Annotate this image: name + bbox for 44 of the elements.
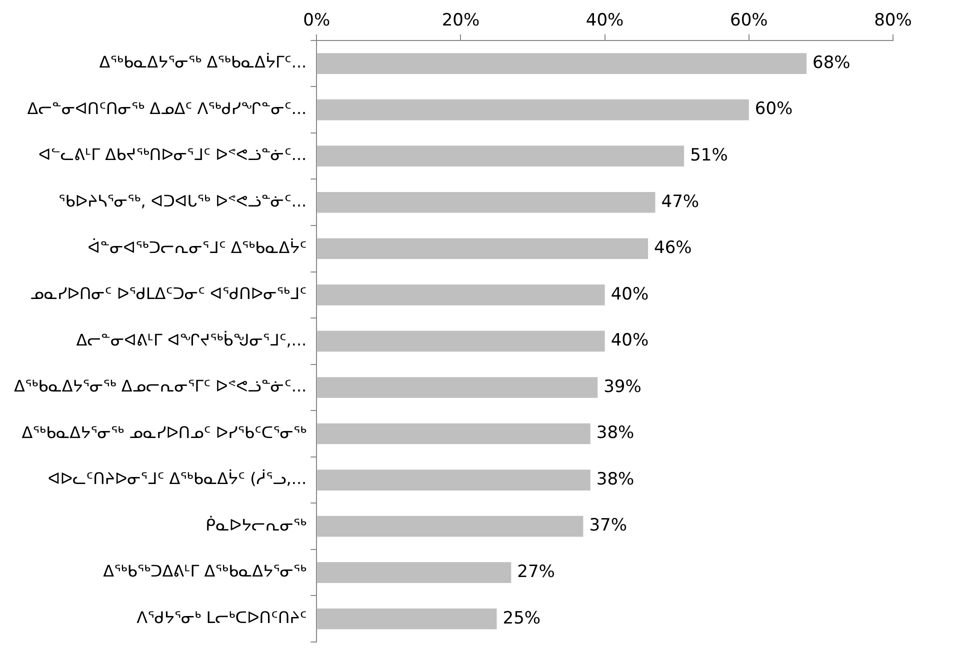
y-tick-label: ᖃᐅᔨᓴᕐᓂᖅ, ᐊᑐᐊᒐᖅ ᐅᕝᕙᓘᓐᓃᑦ... [58, 192, 307, 211]
data-label: 46% [654, 238, 692, 258]
x-tick-label: 80% [874, 10, 912, 31]
bar [317, 562, 512, 583]
bar [317, 377, 598, 398]
bar [317, 608, 497, 630]
x-tick-label: 60% [730, 10, 768, 31]
data-label: 38% [596, 469, 634, 490]
bar [317, 284, 605, 306]
data-label: 40% [610, 330, 649, 351]
y-tick-label: ᐃᖅᑲᖅᑐᐃᕕᒻᒥ ᐃᖅᑲᓇᐃᔭᕐᓂᖅ [103, 562, 307, 581]
data-label: 39% [604, 376, 642, 397]
data-label: 40% [610, 284, 649, 304]
y-tick-label: ᐃᖅᑲᓇᐃᔭᕐᓂᖅ ᐃᓄᓕᕆᓂᕐᒥᑦ ᐅᕝᕙᓘᓐᓃᑦ... [14, 376, 307, 396]
data-label: 68% [812, 52, 850, 73]
data-label: 38% [596, 423, 634, 444]
data-label: 27% [517, 562, 555, 582]
y-tick-label: ᐃᓕᓐᓂᐊᕕᒻᒥ ᐊᖏᔪᖅᑳᖑᓂᕐᒧᑦ,... [76, 330, 307, 350]
data-label: 37% [589, 516, 627, 536]
x-tick-label: 20% [442, 10, 480, 31]
y-tick-label: ᐋᓐᓂᐊᖅᑐᓕᕆᓂᕐᒧᑦ ᐃᖅᑲᓇᐃᔮᑦ [88, 238, 307, 257]
bar [317, 423, 590, 444]
bar [317, 330, 605, 352]
y-tick-label: ᐊᓪᓚᕕᒻᒥ ᐃᑲᔪᖅᑎᐅᓂᕐᒧᑦ ᐅᕝᕙᓘᓐᓃᑦ... [38, 145, 307, 164]
y-tick-label: ᐱᕐᑯᔭᕐᓂᒃ ᒪᓕᒃᑕᐅᑎᑦᑎᔨᑦ [136, 608, 307, 628]
bar [317, 192, 656, 213]
bar [317, 53, 807, 74]
bar [317, 238, 648, 260]
y-tick-label: ᐃᖅᑲᓇᐃᔭᕐᓂᖅ ᐃᖅᑲᓇᐃᔮᒥᑦ... [99, 52, 307, 72]
bar [317, 99, 749, 120]
bar [317, 470, 590, 490]
y-tick-label: ᐃᖅᑲᓇᐃᔭᕐᓂᖅ ᓄᓇᓯᐅᑎᓄᑦ ᐅᓯᕐᑲᑦᑕᕐᓂᖅ [22, 422, 307, 442]
data-label: 25% [502, 608, 541, 628]
y-tick-label: ᐊᐅᓚᑦᑎᔨᐅᓂᕐᒧᑦ ᐃᖅᑲᓇᐃᔮᑦ (ᓲᕐᓗ,... [48, 469, 307, 488]
y-tick-label: ᐃᓕᓐᓂᐊᑎᑦᑎᓂᖅ ᐃᓄᐃᑦ ᐱᖅᑯᓯᖏᓐᓂᑦ... [27, 98, 307, 118]
bar [317, 516, 584, 537]
bar [317, 146, 684, 167]
x-tick-label: 0% [303, 10, 330, 31]
y-tick-label: ᓄᓇᓯᐅᑎᓂᑦ ᐅᕐᑯᒪᐃᑦᑐᓂᑦ ᐊᕐᑯᑎᐅᓂᖅᒧᑦ [30, 284, 307, 304]
data-label: 51% [690, 146, 728, 166]
data-label: 47% [661, 192, 700, 212]
data-label: 60% [754, 99, 793, 120]
x-tick-label: 40% [586, 10, 624, 31]
y-tick-label: ᑮᓇᐅᔭᓕᕆᓂᖅ [206, 515, 307, 534]
